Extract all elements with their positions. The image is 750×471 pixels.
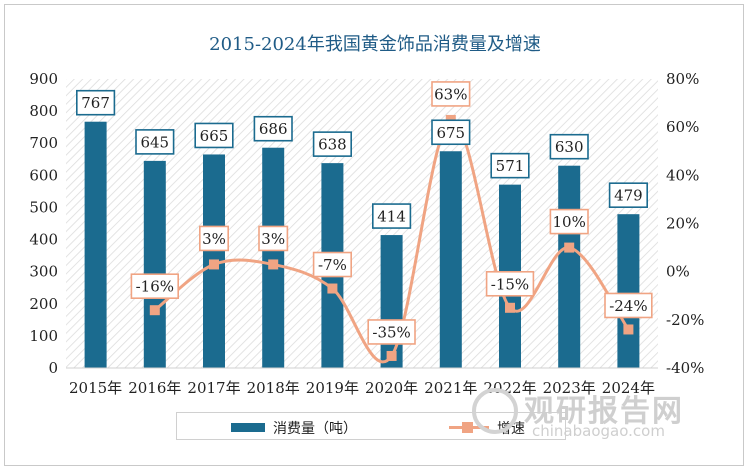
- growth-label-5: -35%: [372, 323, 410, 341]
- x-tick-9: 2024年: [602, 379, 655, 397]
- y-left-tick-7: 700: [29, 134, 58, 152]
- bar-label-8-box: [549, 133, 589, 160]
- x-tick-2: 2017年: [187, 379, 240, 397]
- y-left-tick-5: 500: [29, 198, 58, 216]
- bar-3: [262, 147, 285, 368]
- chart-title: 2015-2024年我国黄金饰品消费量及增速: [209, 34, 541, 55]
- growth-label-7: -15%: [491, 275, 529, 293]
- x-tick-5: 2020年: [365, 379, 418, 397]
- growth-point-4: [327, 283, 338, 294]
- y-right-tick-4: 40%: [666, 166, 699, 184]
- growth-point-1: [149, 305, 160, 316]
- bar-label-7: 571: [496, 157, 525, 175]
- bar-label-3-box: [253, 115, 293, 142]
- x-tick-0: 2015年: [69, 379, 122, 397]
- growth-label-1: -16%: [136, 278, 174, 296]
- growth-label-3-box: [258, 225, 289, 252]
- bar-label-7-box: [490, 152, 530, 179]
- y-left-tick-6: 600: [29, 166, 58, 184]
- y-right-tick-0: -40%: [666, 359, 704, 377]
- legend-label-consumption: 消费量（吨）: [273, 421, 357, 437]
- bar-5: [380, 235, 403, 368]
- growth-point-7: [505, 302, 515, 313]
- bar-label-1: 645: [140, 133, 169, 151]
- legend-swatch-consumption: [231, 423, 265, 432]
- growth-point-2: [209, 259, 219, 270]
- bar-label-8: 630: [555, 138, 584, 156]
- bar-label-1-box: [135, 129, 175, 155]
- y-right-tick-2: 0%: [666, 263, 690, 281]
- growth-point-3: [268, 259, 279, 270]
- bar-label-2-box: [194, 122, 234, 149]
- growth-label-3: 3%: [261, 230, 285, 248]
- y-right-tick-1: -20%: [666, 311, 704, 329]
- bar-label-9: 479: [614, 187, 643, 205]
- bar-label-2: 665: [200, 127, 229, 145]
- legend: 消费量（吨） 增速: [176, 412, 566, 440]
- bar-1: [143, 160, 166, 368]
- x-tick-7: 2022年: [483, 379, 536, 397]
- bar-label-6-box: [431, 119, 471, 146]
- growth-label-5-box: [367, 319, 416, 345]
- bar-label-5: 414: [377, 208, 406, 226]
- y-right-tick-3: 20%: [666, 215, 699, 233]
- growth-point-9: [623, 324, 634, 335]
- bar-label-4-box: [312, 131, 353, 157]
- growth-label-8: 10%: [553, 213, 586, 231]
- x-tick-4: 2019年: [306, 379, 359, 397]
- bar-9: [617, 214, 640, 368]
- growth-label-4: -7%: [318, 256, 347, 274]
- legend-swatch-growth-marker: [462, 422, 473, 433]
- growth-label-9-box: [604, 292, 653, 319]
- bar-6: [439, 151, 462, 368]
- x-tick-1: 2016年: [128, 379, 181, 397]
- growth-label-8-box: [549, 208, 589, 235]
- y-left-tick-1: 100: [29, 327, 58, 345]
- bar-8: [558, 165, 581, 368]
- y-left-tick-0: 0: [48, 359, 58, 377]
- growth-point-8: [564, 242, 575, 253]
- bar-0: [84, 121, 107, 368]
- bar-label-0: 767: [81, 94, 110, 112]
- growth-point-5: [386, 350, 397, 361]
- growth-label-2-box: [199, 225, 230, 252]
- x-tick-6: 2021年: [424, 379, 477, 397]
- growth-line: [153, 118, 630, 364]
- bar-label-4: 638: [318, 136, 347, 154]
- y-left-tick-8: 800: [29, 102, 58, 120]
- growth-label-9: -24%: [609, 297, 647, 315]
- growth-label-2: 3%: [202, 230, 226, 248]
- bar-label-0-box: [76, 89, 116, 116]
- x-tick-8: 2023年: [543, 379, 596, 397]
- growth-label-4-box: [312, 251, 353, 278]
- y-left-tick-4: 400: [29, 231, 58, 249]
- y-left-tick-3: 300: [29, 263, 58, 281]
- growth-label-6-box: [431, 81, 471, 107]
- bar-label-5-box: [371, 203, 412, 229]
- bar-label-9-box: [608, 182, 648, 208]
- legend-label-growth: 增速: [497, 421, 525, 437]
- y-right-tick-5: 60%: [666, 118, 699, 136]
- growth-label-7-box: [485, 270, 535, 297]
- growth-label-6: 63%: [434, 85, 467, 103]
- bar-label-3: 686: [259, 120, 288, 138]
- y-left-tick-2: 200: [29, 295, 58, 313]
- x-tick-3: 2018年: [247, 379, 300, 397]
- y-right-tick-6: 80%: [666, 70, 699, 88]
- y-left-tick-9: 900: [29, 70, 58, 88]
- growth-label-1-box: [130, 273, 179, 300]
- bar-label-6: 675: [436, 124, 465, 142]
